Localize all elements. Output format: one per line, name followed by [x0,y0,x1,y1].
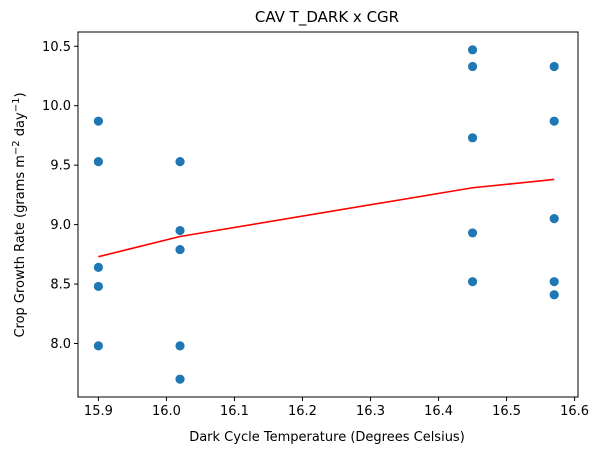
x-tick-label: 15.9 [84,404,113,419]
scatter-point [175,244,185,255]
scatter-point [467,277,478,287]
scatter-point [93,281,104,292]
chart-title: CAV T_DARK x CGR [255,8,399,27]
scatter-point [93,341,104,351]
scatter-point [549,116,559,126]
scatter-point [93,156,104,167]
y-tick-label: 10.5 [42,40,71,55]
scatter-point [467,45,478,55]
scatter-point [549,214,559,224]
scatter-point [467,133,478,143]
x-axis-label: Dark Cycle Temperature (Degrees Celsius) [189,430,465,445]
x-axis-ticks: 15.9 16.0 16.1 16.2 16.3 16.4 16.5 16.6 [84,397,589,419]
scatter-point [175,341,185,351]
scatter-point [175,156,185,167]
scatter-point [549,277,559,287]
y-axis-label-mid: day [13,112,28,140]
scatter-points-layer [93,45,559,384]
y-axis-label-end: ) [13,92,28,97]
scatter-point [549,290,559,300]
y-tick-label: 8.5 [50,278,71,293]
scatter-point [467,228,478,238]
x-tick-label: 16.4 [424,404,453,419]
y-tick-label: 9.5 [50,159,71,174]
y-axis-label: Crop Growth Rate (grams m−2 day−1) [11,92,28,337]
plot-area-frame [77,31,579,398]
scatter-point [175,374,185,384]
x-tick-label: 16.5 [492,404,521,419]
y-tick-label: 10.0 [42,99,71,114]
x-tick-label: 16.2 [288,404,317,419]
y-tick-label: 9.0 [50,218,71,233]
y-axis-label-exp1: −2 [11,140,22,155]
x-tick-label: 16.0 [152,404,181,419]
scatter-point [93,116,104,126]
scatter-point [467,61,478,72]
x-tick-label: 16.3 [356,404,385,419]
y-axis-label-main: Crop Growth Rate (grams m [13,155,28,337]
trend-line [98,178,555,258]
y-axis-label-exp2: −1 [11,98,22,113]
trend-line-layer [98,178,555,258]
scatter-point [93,262,104,273]
y-axis-ticks: 8.0 8.5 9.0 9.5 10.0 10.5 [42,40,78,352]
scatter-point [175,225,185,236]
x-tick-label: 16.1 [220,404,249,419]
scatter-point [549,61,559,72]
x-tick-label: 16.6 [560,404,589,419]
y-tick-label: 8.0 [50,337,71,352]
